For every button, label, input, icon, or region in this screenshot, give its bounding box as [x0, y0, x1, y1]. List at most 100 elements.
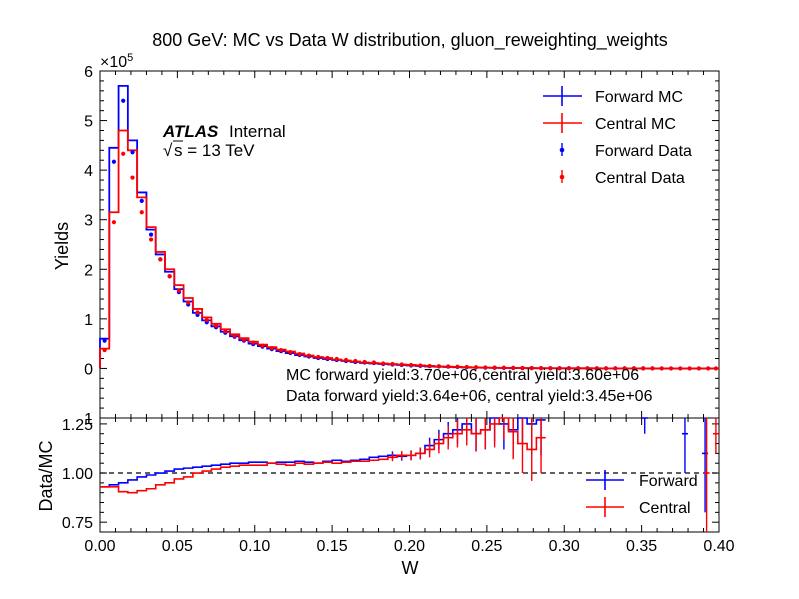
series-central-data-point — [418, 363, 423, 368]
series-forward-data-point — [130, 150, 135, 155]
series-central-data-point — [213, 323, 219, 328]
atlas-label: ATLAS — [162, 122, 219, 141]
series-central-data-point — [316, 354, 321, 360]
legend-entry-central-mc: Central MC — [543, 113, 676, 133]
series-central-data-point — [288, 349, 293, 355]
series-central-data-point — [399, 362, 404, 367]
series-central-data-point — [269, 346, 274, 351]
series-central-data-point — [204, 317, 209, 322]
series-central-data-point — [576, 366, 581, 371]
series-central-data-point — [102, 347, 107, 353]
data-yield-note: Data forward yield:3.64e+06, central yie… — [286, 388, 653, 405]
series-central-data-point — [158, 257, 163, 262]
series-forward-data-point — [148, 232, 154, 237]
legend-entry-forward: Forward — [586, 470, 698, 490]
y-tick-label: 6 — [84, 64, 93, 81]
y-axis-label: Yields — [52, 222, 72, 270]
series-central-data-point — [650, 366, 655, 371]
main-plot-area — [99, 84, 719, 371]
series-central-data-point — [668, 366, 674, 371]
series-central-data-point — [436, 364, 442, 369]
series-central-data-point — [557, 366, 562, 371]
legend-label-forward-mc: Forward MC — [595, 89, 683, 106]
legend-label-central: Central — [639, 500, 691, 517]
energy-label: s = 13 TeV — [174, 141, 255, 160]
series-central-data-point — [446, 364, 451, 369]
legend-label-forward-data: Forward Data — [595, 143, 692, 160]
ratio-y-tick-label: 0.75 — [62, 515, 93, 532]
series-central-data-point — [390, 361, 395, 367]
x-tick-label: 0.05 — [162, 538, 193, 555]
series-forward-data-point — [121, 98, 126, 103]
series-central-data-point — [362, 359, 367, 365]
legend-entry-forward-mc: Forward MC — [543, 86, 683, 106]
series-forward-data-point — [102, 338, 107, 343]
x-tick-label: 0.20 — [394, 538, 425, 555]
series-central-data-point — [603, 366, 609, 371]
series-central-data-point — [343, 357, 349, 363]
x-tick-label: 0.15 — [317, 538, 348, 555]
series-central-data-point — [511, 365, 516, 370]
x-tick-label: 0.40 — [703, 538, 734, 555]
x-tick-label: 0.35 — [626, 538, 657, 555]
series-central-data-point — [139, 210, 144, 215]
series-central-data-point — [223, 329, 228, 334]
series-central-data-point — [148, 237, 154, 242]
x-tick-label: 0.25 — [471, 538, 502, 555]
series-central-data-point — [594, 366, 599, 371]
y-tick-label: 4 — [84, 163, 93, 180]
series-central-data-point — [130, 175, 135, 180]
legend-entry-central: Central — [586, 497, 691, 517]
x-axis-label: W — [402, 558, 419, 578]
ratio-plot-area — [100, 417, 719, 532]
y-tick-label: 3 — [84, 213, 93, 230]
scale-multiplier: ×105 — [100, 52, 133, 71]
series-central-data-point — [334, 356, 339, 362]
series-central-data-point — [659, 366, 664, 371]
series-central-data-point — [641, 366, 646, 371]
series-central-data-point — [473, 365, 479, 370]
series-central-data-point — [381, 361, 386, 366]
legend-marker-central-data — [559, 174, 565, 180]
series-central-data-point — [538, 366, 544, 371]
series-central-data-point — [455, 364, 460, 369]
series-central-mc-step — [99, 129, 719, 370]
ratio-tick-layer: 0.00 0.05 0.10 0.15 0.20 0.25 0.30 0.35 0.40 0.75… — [62, 417, 735, 555]
series-central-data-point — [483, 365, 488, 370]
y-tick-label-clipped: 1 — [84, 411, 93, 428]
main-legend: Forward MC Central MC Forward Data Centr… — [543, 86, 692, 187]
ratio-y-tick-label: 1.00 — [62, 466, 93, 483]
series-central-data-point — [232, 333, 237, 338]
series-forward-data-point — [139, 198, 144, 203]
series-central-data-point — [195, 310, 200, 315]
ratio-y-tick-label: 1.25 — [62, 417, 93, 434]
mc-yield-note: MC forward yield:3.70e+06,central yield:… — [286, 367, 639, 384]
legend-entry-central-data: Central Data — [559, 170, 685, 187]
series-central-data-point — [306, 353, 312, 358]
atlas-status-label: Internal — [229, 122, 286, 141]
series-central-data-point — [121, 151, 126, 156]
ratio-legend: Forward Central — [586, 470, 698, 517]
series-central-data-point — [706, 366, 711, 371]
x-tick-label: 0.30 — [549, 538, 580, 555]
series-central-data-point — [585, 366, 590, 371]
series-central-data-point — [408, 362, 414, 368]
y-tick-label: 1 — [84, 312, 93, 329]
series-central-data-point — [278, 347, 284, 353]
legend-label-central-mc: Central MC — [595, 116, 676, 133]
series-central-data-point — [529, 365, 534, 371]
x-tick-label: 0.10 — [239, 538, 270, 555]
series-central-data-point — [260, 343, 265, 348]
series-central-data-point — [241, 337, 247, 342]
ratio-central-step — [100, 417, 546, 494]
series-central-data-point — [167, 274, 172, 279]
ratio-y-axis-label: Data/MC — [36, 440, 56, 511]
legend-label-forward: Forward — [639, 473, 698, 490]
series-central-data-point — [251, 340, 256, 345]
legend-entry-forward-data: Forward Data — [559, 143, 692, 160]
series-central-data-point — [186, 300, 191, 305]
x-tick-label: 0.00 — [84, 538, 115, 555]
series-central-data-point — [111, 220, 117, 225]
series-central-data-point — [176, 288, 182, 293]
